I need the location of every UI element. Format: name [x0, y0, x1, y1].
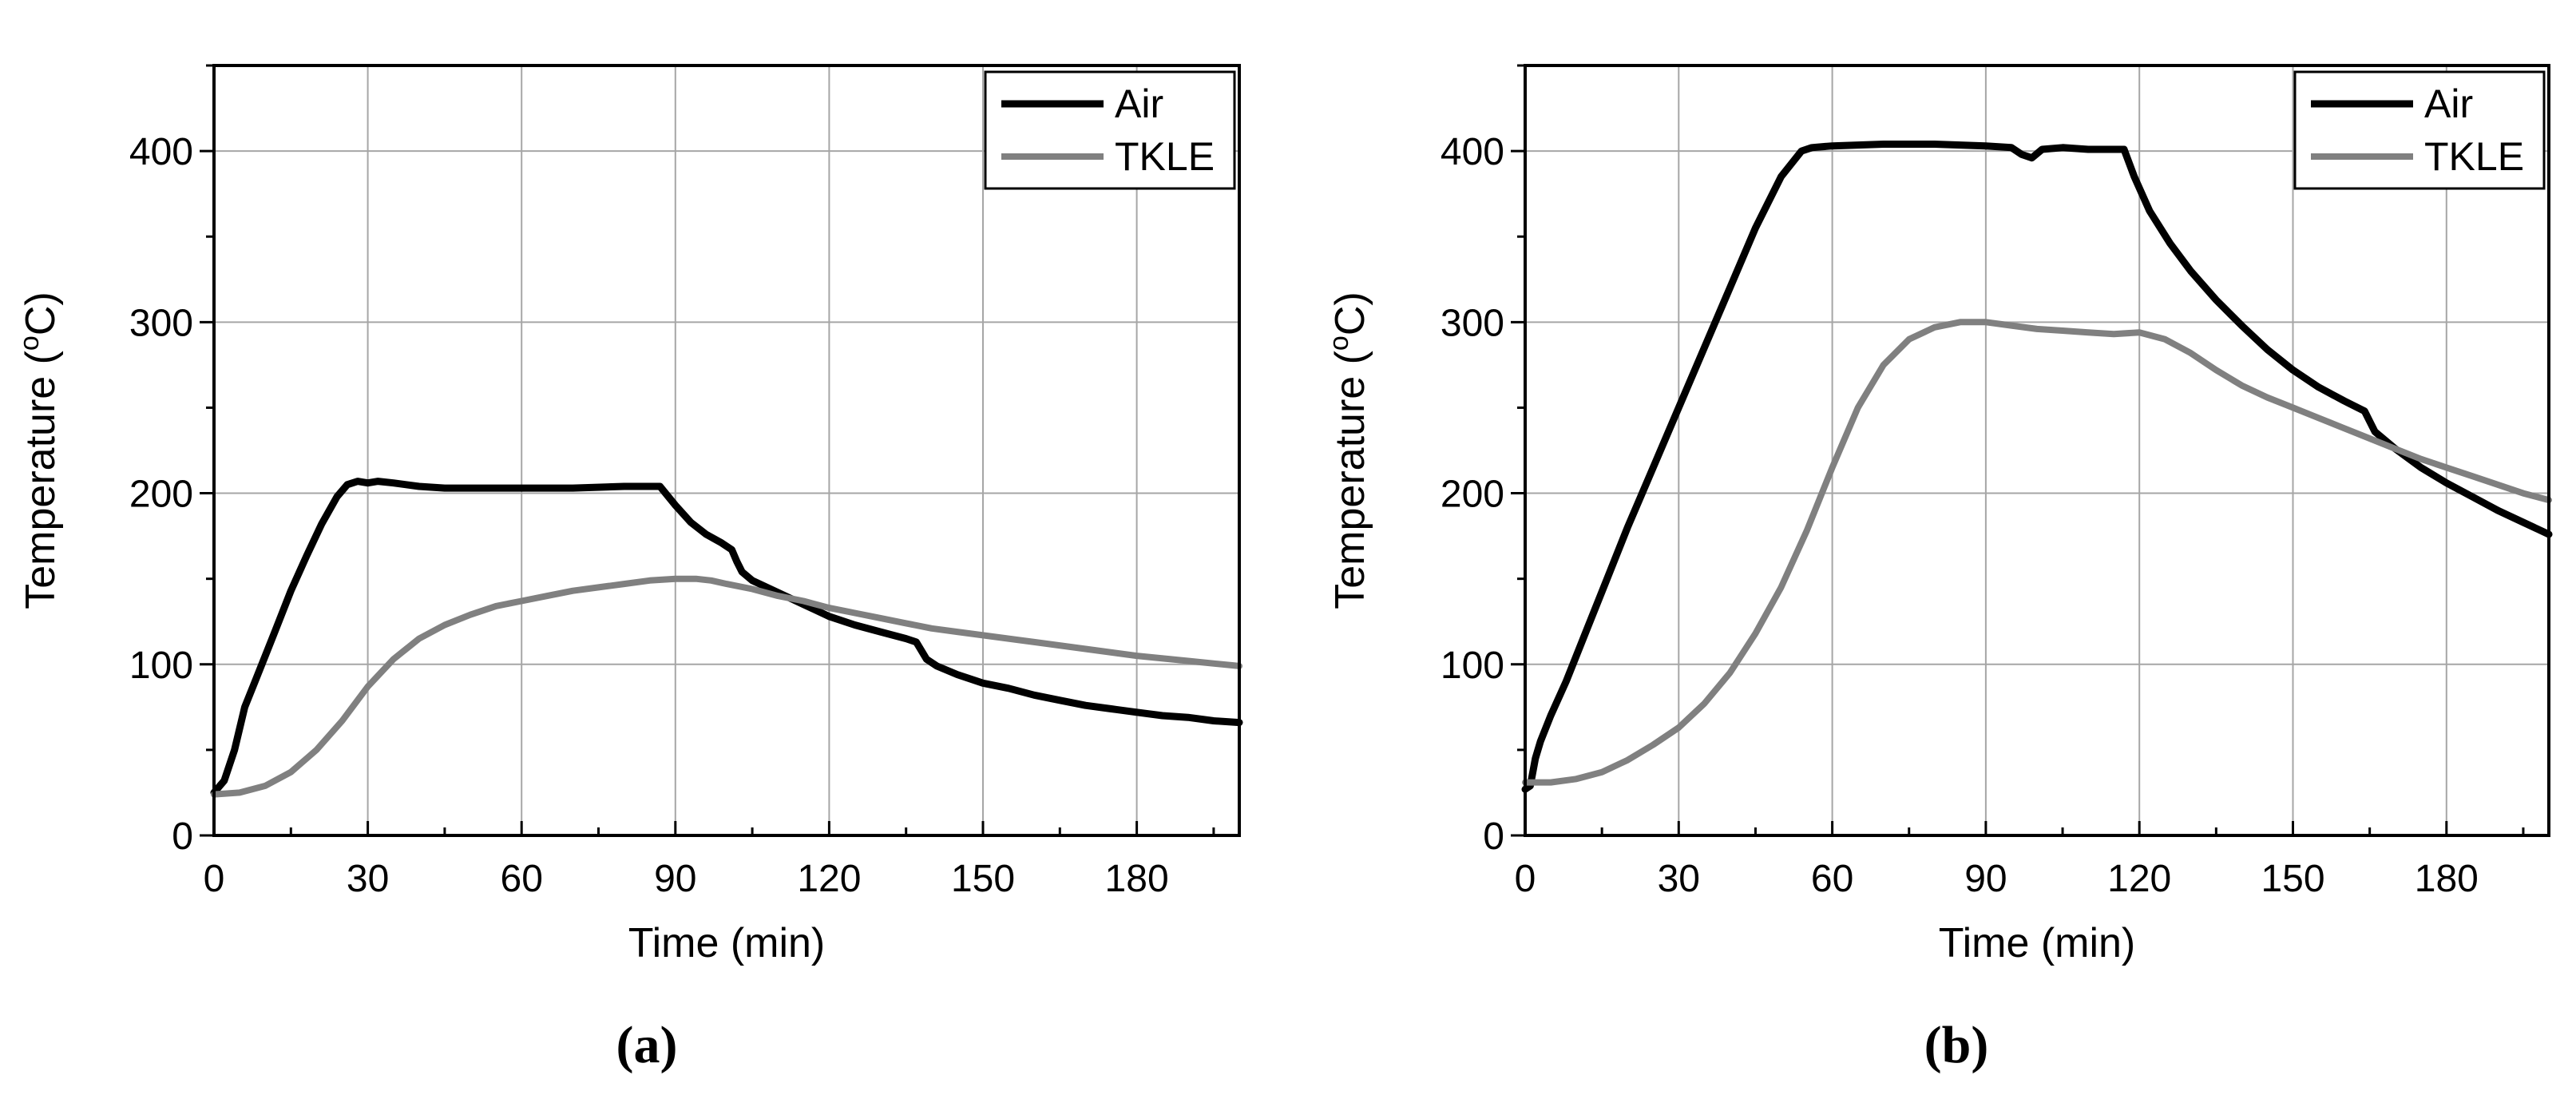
legend-label-tkle: TKLE: [1115, 134, 1215, 179]
y-tick-label: 300: [1441, 302, 1504, 344]
y-tick-label: 100: [129, 645, 193, 687]
legend: Air TKLE: [2293, 70, 2546, 190]
x-tick-label: 0: [204, 858, 225, 900]
x-tick-label: 90: [654, 858, 696, 900]
x-axis-label: Time (min): [1939, 920, 2136, 966]
series-line-air: [210, 478, 1243, 796]
x-tick-label: 120: [797, 858, 861, 900]
x-axis-label: Time (min): [628, 920, 826, 966]
chart-panel-b: 0 30 60 90 120 150 180 0 100 200 300 400 Time (min) T…: [1324, 64, 2553, 1074]
x-tick-label: 150: [951, 858, 1015, 900]
x-tick-label: 180: [1105, 858, 1169, 900]
legend-label-tkle: TKLE: [2424, 134, 2524, 179]
y-axis-label-superscript: o: [1324, 335, 1354, 351]
y-axis-label: Temperature (oC): [1324, 292, 1373, 609]
x-tick-label: 60: [501, 858, 543, 900]
y-tick-label: 200: [1441, 474, 1504, 516]
y-axis-label: Temperature (oC): [14, 292, 64, 609]
plot-frame: [1524, 64, 2550, 837]
y-tick-label: 400: [129, 131, 193, 173]
series-line-air: [1521, 141, 2553, 793]
x-tick-label: 150: [2261, 858, 2324, 900]
y-tick-label: 400: [1441, 131, 1504, 173]
y-axis-label-main: Temperature (: [18, 350, 64, 609]
legend-box: [2293, 70, 2546, 190]
y-tick-label: 0: [1483, 815, 1504, 858]
y-tick-label: 100: [1441, 645, 1504, 687]
plot-frame: [212, 64, 1241, 837]
y-tick-label: 300: [129, 302, 193, 344]
x-tick-label: 120: [2107, 858, 2171, 900]
y-tick-label: 200: [129, 474, 193, 516]
x-tick-label: 60: [1811, 858, 1853, 900]
chart-panel-a: 0 30 60 90 120 150 180 0 100 200 300 400 Time (min) T…: [14, 64, 1243, 1074]
x-tick-label: 90: [1964, 858, 2007, 900]
y-axis-label-superscript: o: [14, 335, 45, 351]
y-axis-label-main: Temperature (: [1327, 350, 1373, 609]
series-line-tkle: [211, 575, 1242, 798]
y-tick-label: 0: [172, 815, 193, 858]
legend-label-air: Air: [2424, 81, 2473, 126]
y-axis-label-end: C): [1327, 292, 1373, 335]
panel-label: (a): [616, 1016, 678, 1074]
y-axis-label-end: C): [18, 292, 64, 335]
legend: Air TKLE: [984, 70, 1236, 190]
series-line-tkle: [1522, 319, 2552, 786]
x-tick-label: 30: [347, 858, 389, 900]
x-tick-label: 0: [1515, 858, 1536, 900]
x-tick-label: 30: [1658, 858, 1700, 900]
legend-label-air: Air: [1115, 81, 1163, 126]
x-tick-label: 180: [2415, 858, 2479, 900]
panel-label: (b): [1924, 1016, 1989, 1074]
legend-box: [984, 70, 1236, 190]
